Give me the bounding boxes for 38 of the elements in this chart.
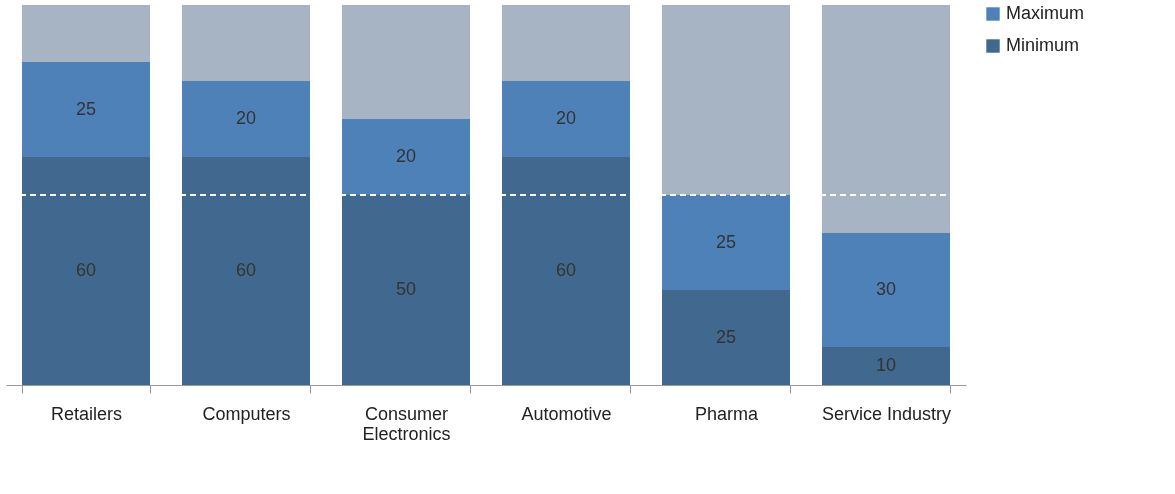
- bar: [502, 5, 630, 81]
- legend-label: Minimum: [1006, 35, 1080, 55]
- bar: [182, 5, 310, 81]
- x-tick-label: Automotive: [521, 403, 612, 424]
- bar: [662, 290, 790, 385]
- bar: [662, 5, 790, 195]
- data-label: 60: [235, 260, 257, 280]
- data-label: 30: [875, 279, 897, 299]
- bar: [22, 62, 150, 157]
- bar: [822, 347, 950, 385]
- data-label: 60: [555, 260, 577, 280]
- data-label: 25: [715, 326, 737, 347]
- x-tick-label: Service Industry: [821, 403, 952, 424]
- bar: [502, 81, 630, 157]
- bar: [182, 81, 310, 157]
- legend-label: Maximum: [1006, 3, 1085, 23]
- bar: [22, 157, 150, 385]
- bar: [822, 233, 950, 347]
- data-label: 25: [75, 98, 97, 119]
- bar: [342, 5, 470, 119]
- data-label: 60: [75, 260, 97, 280]
- bar: [662, 195, 790, 290]
- data-label: 20: [555, 108, 577, 128]
- bar: [342, 119, 470, 195]
- bar: [22, 5, 150, 62]
- x-tick-label: Retailers: [50, 403, 123, 424]
- data-label: 20: [395, 146, 417, 166]
- data-label: 10: [875, 355, 897, 375]
- data-label: 25: [715, 231, 737, 252]
- bar: [342, 195, 470, 385]
- x-tick-label: Consumer Electronics: [362, 403, 451, 444]
- data-label: 20: [235, 108, 257, 128]
- bar: [822, 5, 950, 233]
- bar: [182, 157, 310, 385]
- x-tick-label: Computers: [202, 403, 291, 424]
- x-tick-label: Pharma: [694, 403, 759, 424]
- data-label: 50: [395, 279, 417, 299]
- bar: [502, 157, 630, 385]
